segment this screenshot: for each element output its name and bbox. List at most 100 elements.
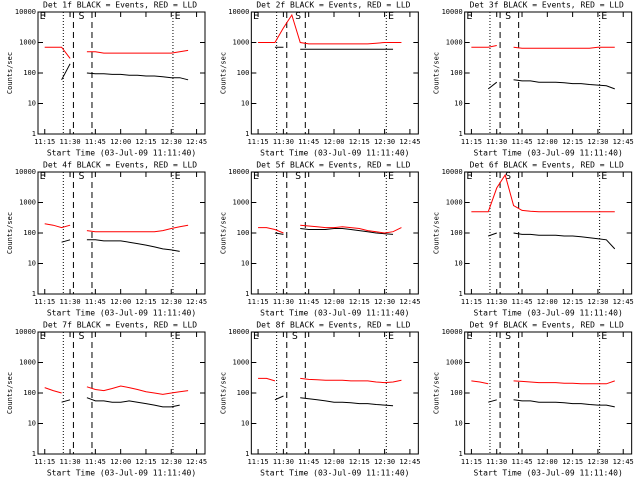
series-line <box>488 232 616 250</box>
series-line <box>488 399 615 408</box>
x-tick-label: 11:45 <box>85 298 106 306</box>
chart-title: Det 7f BLACK = Events, RED = LLD <box>43 321 197 330</box>
series-line <box>61 239 180 252</box>
x-tick-label: 12:45 <box>613 298 634 306</box>
annotation: E <box>175 171 181 182</box>
y-tick-label: 1 <box>245 450 249 458</box>
x-tick-label: 11:30 <box>486 138 507 146</box>
y-tick-label: 10000 <box>15 168 36 176</box>
y-tick-label: 10000 <box>15 328 36 336</box>
y-tick-label: 10000 <box>228 328 249 336</box>
y-tick-label: 1000 <box>19 199 36 207</box>
x-tick-label: 12:15 <box>349 458 370 466</box>
x-tick-label: 12:45 <box>399 458 420 466</box>
panel: Det 4f BLACK = Events, RED = LLD Start Ti… <box>6 161 207 318</box>
x-tick-label: 11:30 <box>273 298 294 306</box>
chart-title: Det 1f BLACK = Events, RED = LLD <box>43 1 197 10</box>
y-axis-title: Counts/sec <box>219 52 227 94</box>
y-tick-label: 100 <box>23 229 36 237</box>
series-line <box>61 397 180 408</box>
annotation: E <box>40 11 46 22</box>
y-tick-label: 10000 <box>228 168 249 176</box>
x-tick-label: 11:15 <box>248 298 269 306</box>
x-tick-label: 12:30 <box>374 138 395 146</box>
y-tick-label: 100 <box>450 69 463 77</box>
x-tick-label: 11:45 <box>511 298 532 306</box>
annotation: S <box>78 171 84 182</box>
chart-title: Det 9f BLACK = Events, RED = LLD <box>470 321 624 330</box>
y-tick-label: 10000 <box>228 8 249 16</box>
panel: Det 3f BLACK = Events, RED = LLD Start Ti… <box>433 1 634 158</box>
x-tick-label: 11:15 <box>461 458 482 466</box>
annotation: S <box>505 331 511 342</box>
chart-title: Det 8f BLACK = Events, RED = LLD <box>256 321 410 330</box>
x-tick-label: 12:30 <box>161 458 182 466</box>
y-tick-label: 10000 <box>442 328 463 336</box>
y-tick-label: 10 <box>241 260 249 268</box>
x-tick-label: 12:45 <box>613 138 634 146</box>
x-axis-title: Start Time (03-Jul-09 11:11:40) <box>260 149 409 158</box>
panel: Det 5f BLACK = Events, RED = LLD Start Ti… <box>219 161 420 318</box>
annotation: E <box>601 11 607 22</box>
series-line <box>274 395 394 407</box>
x-axis-title: Start Time (03-Jul-09 11:11:40) <box>474 469 623 478</box>
x-axis-title: Start Time (03-Jul-09 11:11:40) <box>47 149 196 158</box>
chart-title: Det 6f BLACK = Events, RED = LLD <box>470 161 624 170</box>
series-line <box>258 13 402 45</box>
x-tick-label: 12:45 <box>399 298 420 306</box>
annotation: S <box>78 331 84 342</box>
series-line <box>274 46 394 50</box>
panel: Det 8f BLACK = Events, RED = LLD Start Ti… <box>219 321 420 478</box>
x-axis-title: Start Time (03-Jul-09 11:11:40) <box>260 469 409 478</box>
x-tick-label: 11:15 <box>34 138 55 146</box>
series-line <box>44 46 189 59</box>
y-tick-label: 10 <box>241 100 249 108</box>
x-tick-label: 11:45 <box>511 458 532 466</box>
x-axis-title: Start Time (03-Jul-09 11:11:40) <box>47 309 196 318</box>
annotation: E <box>388 171 394 182</box>
x-tick-label: 11:30 <box>486 298 507 306</box>
x-tick-label: 11:45 <box>298 458 319 466</box>
annotation: S <box>505 171 511 182</box>
y-tick-label: 1 <box>32 130 36 138</box>
y-tick-label: 100 <box>237 389 250 397</box>
series-line <box>274 228 394 235</box>
x-tick-label: 12:45 <box>186 138 207 146</box>
y-tick-label: 10 <box>454 420 462 428</box>
x-tick-label: 12:15 <box>562 298 583 306</box>
y-tick-label: 10 <box>28 260 36 268</box>
annotation: E <box>466 171 472 182</box>
x-axis-title: Start Time (03-Jul-09 11:11:40) <box>47 469 196 478</box>
x-tick-label: 12:00 <box>110 298 131 306</box>
x-tick-label: 12:15 <box>349 298 370 306</box>
series-line <box>471 173 615 213</box>
x-tick-label: 11:45 <box>298 138 319 146</box>
x-tick-label: 12:15 <box>135 298 156 306</box>
x-tick-label: 12:00 <box>110 458 131 466</box>
y-tick-label: 100 <box>237 69 250 77</box>
x-tick-label: 12:00 <box>323 138 344 146</box>
x-tick-label: 12:45 <box>613 458 634 466</box>
y-tick-label: 1000 <box>446 199 463 207</box>
x-tick-label: 12:00 <box>537 298 558 306</box>
y-tick-label: 1 <box>458 290 462 298</box>
y-tick-label: 1000 <box>232 39 249 47</box>
x-tick-label: 11:15 <box>34 298 55 306</box>
x-tick-label: 12:15 <box>562 458 583 466</box>
y-axis-title: Counts/sec <box>6 52 14 94</box>
annotation: S <box>78 11 84 22</box>
x-tick-label: 12:15 <box>562 138 583 146</box>
y-tick-label: 10000 <box>15 8 36 16</box>
x-tick-label: 12:45 <box>399 138 420 146</box>
x-tick-label: 11:15 <box>461 138 482 146</box>
y-tick-label: 1 <box>245 290 249 298</box>
y-tick-label: 100 <box>237 229 250 237</box>
y-tick-label: 10 <box>454 260 462 268</box>
y-tick-label: 1 <box>245 130 249 138</box>
x-axis-title: Start Time (03-Jul-09 11:11:40) <box>474 149 623 158</box>
panel: Det 7f BLACK = Events, RED = LLD Start Ti… <box>6 321 207 478</box>
annotation: S <box>292 331 298 342</box>
annotation: E <box>466 331 472 342</box>
y-tick-label: 1000 <box>446 359 463 367</box>
